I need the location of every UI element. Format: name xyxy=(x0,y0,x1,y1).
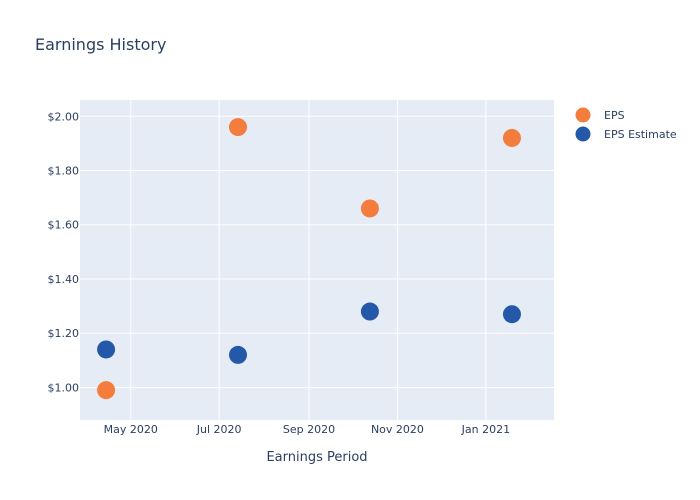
eps-point[interactable] xyxy=(360,199,379,218)
eps-estimate-point[interactable] xyxy=(360,302,379,321)
y-gridlines xyxy=(80,115,554,388)
y-tick-label: $1.40 xyxy=(48,273,80,286)
eps-estimate-point[interactable] xyxy=(97,340,116,359)
x-axis-title: Earnings Period xyxy=(266,450,367,465)
x-tick-label: May 2020 xyxy=(104,423,158,436)
eps-point[interactable] xyxy=(97,381,116,400)
plot-area xyxy=(80,100,554,420)
x-axis-ticks: May 2020 Jul 2020 Sep 2020 Nov 2020 Jan 2021 xyxy=(104,423,510,436)
y-axis-ticks: $1.00 $1.20 $1.40 $1.60 $1.80 $2.00 xyxy=(48,110,80,394)
eps-estimate-point[interactable] xyxy=(502,305,521,324)
x-tick-label: Nov 2020 xyxy=(371,423,424,436)
eps-estimate-point[interactable] xyxy=(229,345,247,364)
legend-marker xyxy=(575,107,591,123)
y-tick-label: $2.00 xyxy=(48,110,80,123)
eps-point[interactable] xyxy=(502,128,521,147)
legend[interactable]: EPS EPS Estimate xyxy=(575,107,677,142)
legend-label: EPS xyxy=(604,109,625,122)
x-tick-label: Jul 2020 xyxy=(196,423,242,436)
legend-item-eps-estimate[interactable]: EPS Estimate xyxy=(575,126,677,142)
y-tick-label: $1.80 xyxy=(48,165,80,178)
legend-item-eps[interactable]: EPS xyxy=(575,107,625,123)
x-tick-label: Jan 2021 xyxy=(461,423,510,436)
chart-title: Earnings History xyxy=(35,35,166,54)
data-points xyxy=(97,118,521,400)
eps-point[interactable] xyxy=(229,118,247,137)
legend-label: EPS Estimate xyxy=(604,128,677,141)
y-tick-label: $1.60 xyxy=(48,219,80,232)
x-gridlines xyxy=(130,100,487,420)
y-tick-label: $1.20 xyxy=(48,327,80,340)
x-tick-label: Sep 2020 xyxy=(283,423,335,436)
y-tick-label: $1.00 xyxy=(48,381,80,394)
legend-marker xyxy=(575,126,591,142)
